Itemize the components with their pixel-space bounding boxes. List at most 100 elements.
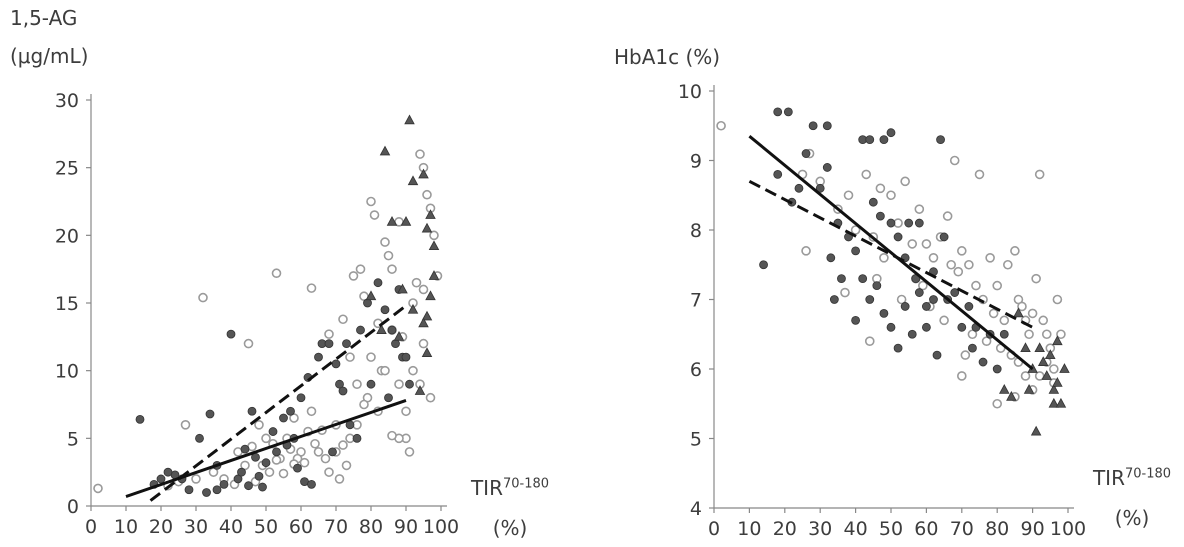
data-point-filled-circle xyxy=(886,128,896,138)
data-point-open-circle xyxy=(1017,301,1027,312)
data-point-open-circle xyxy=(999,315,1010,326)
data-point-filled-circle xyxy=(893,343,903,353)
data-point-filled-circle xyxy=(184,485,194,495)
data-point-open-circle xyxy=(366,352,376,362)
data-point-filled-circle xyxy=(822,163,832,172)
data-point-triangle xyxy=(379,145,391,156)
data-point-filled-circle xyxy=(932,350,942,360)
data-point-triangle xyxy=(421,222,433,233)
regression-line-solid xyxy=(125,399,407,498)
x-tick-label: 90 xyxy=(394,516,418,538)
data-point-open-circle xyxy=(208,467,219,477)
y-tick-label: 30 xyxy=(55,90,79,112)
data-point-filled-circle xyxy=(921,322,931,332)
data-point-triangle xyxy=(425,209,436,219)
x-axis-label: TIR70-180 (%) xyxy=(460,476,560,540)
data-point-open-circle xyxy=(956,371,967,381)
x-tick-label: 60 xyxy=(289,516,313,538)
data-point-open-circle xyxy=(992,280,1003,291)
x-tick-label: 30 xyxy=(808,518,832,540)
data-point-filled-circle xyxy=(135,414,145,424)
data-point-filled-circle xyxy=(293,463,302,473)
data-point-open-circle xyxy=(1010,246,1020,256)
data-point-open-circle xyxy=(313,447,324,457)
data-point-open-circle xyxy=(341,460,352,471)
data-point-open-circle xyxy=(383,250,394,261)
data-point-open-circle xyxy=(946,259,956,270)
data-point-open-circle xyxy=(716,120,726,131)
data-point-triangle xyxy=(1034,342,1045,353)
x-axis-label-unit: (%) xyxy=(1114,506,1150,530)
y-tick-label: 7 xyxy=(690,290,702,312)
data-point-open-circle xyxy=(348,271,359,281)
data-point-filled-circle xyxy=(865,135,875,145)
x-tick-label: 40 xyxy=(844,518,868,540)
data-point-open-circle xyxy=(907,239,918,249)
data-point-open-circle xyxy=(1041,329,1052,340)
data-point-open-circle xyxy=(261,433,271,444)
data-point-open-circle xyxy=(387,430,397,441)
data-point-filled-circle xyxy=(247,406,257,416)
data-point-open-circle xyxy=(988,308,999,319)
data-point-open-circle xyxy=(861,169,872,180)
data-point-open-circle xyxy=(1027,308,1038,319)
data-point-filled-circle xyxy=(829,295,839,304)
data-point-filled-circle xyxy=(373,278,383,288)
data-point-triangle xyxy=(428,240,440,251)
data-point-open-circle xyxy=(264,467,275,477)
x-tick-label: 20 xyxy=(773,518,797,540)
regression-line-solid xyxy=(748,135,1034,371)
data-point-open-circle xyxy=(180,419,191,430)
data-point-open-circle xyxy=(418,284,429,295)
data-point-open-circle xyxy=(1038,315,1049,326)
data-point-open-circle xyxy=(380,365,390,376)
data-point-open-circle xyxy=(278,468,289,479)
data-point-open-circle xyxy=(939,315,949,326)
data-point-open-circle xyxy=(942,211,953,221)
data-point-triangle xyxy=(1041,370,1053,380)
data-point-filled-circle xyxy=(307,479,316,489)
data-point-triangle xyxy=(418,168,429,179)
data-point-filled-circle xyxy=(929,295,938,304)
data-point-filled-circle xyxy=(815,183,825,193)
data-point-filled-circle xyxy=(401,352,411,362)
data-point-filled-circle xyxy=(226,329,236,339)
data-point-open-circle xyxy=(345,352,355,362)
data-point-open-circle xyxy=(408,365,418,376)
data-point-open-circle xyxy=(921,239,932,249)
data-point-open-circle xyxy=(306,283,317,293)
data-point-filled-circle xyxy=(244,481,253,491)
data-point-filled-circle xyxy=(279,413,288,423)
data-point-filled-circle xyxy=(868,197,878,207)
data-point-open-circle xyxy=(320,453,331,464)
y-tick-label: 8 xyxy=(690,220,702,242)
data-point-open-circle xyxy=(404,447,415,457)
y-tick-label: 5 xyxy=(690,429,702,451)
data-point-filled-circle xyxy=(939,232,949,242)
data-point-open-circle xyxy=(840,287,850,298)
data-point-filled-circle xyxy=(202,488,211,497)
data-point-triangle xyxy=(397,283,408,294)
chart-panel-right: HbA1c (%) 4 5 6 7 8 9 10 0 10 20 30 40 50 60 70 80 90 100… xyxy=(592,0,1184,547)
x-tick-label: 100 xyxy=(423,516,459,538)
x-tick-label: 90 xyxy=(1021,518,1045,540)
data-point-filled-circle xyxy=(801,149,811,158)
data-point-open-circle xyxy=(324,467,334,477)
data-point-open-circle xyxy=(411,277,422,288)
data-point-open-circle xyxy=(254,419,264,430)
y-tick-label: 0 xyxy=(67,496,79,518)
data-point-open-circle xyxy=(992,398,1003,409)
scatter-plot-left: 0 5 10 15 20 25 30 0 10 20 30 40 50 60 70 80 90 100 xyxy=(55,90,459,538)
data-point-filled-circle xyxy=(296,393,306,403)
data-point-open-circle xyxy=(429,230,439,241)
data-point-triangle xyxy=(404,114,415,125)
data-point-filled-circle xyxy=(335,379,344,389)
data-point-open-circle xyxy=(310,438,320,449)
data-point-open-circle xyxy=(949,155,960,166)
x-axis-label: TIR70-180 (%) xyxy=(1082,466,1182,530)
data-point-open-circle xyxy=(1031,273,1041,284)
data-point-triangle xyxy=(1030,425,1042,436)
data-point-triangle xyxy=(999,384,1010,394)
x-tick-label: 40 xyxy=(219,516,243,538)
